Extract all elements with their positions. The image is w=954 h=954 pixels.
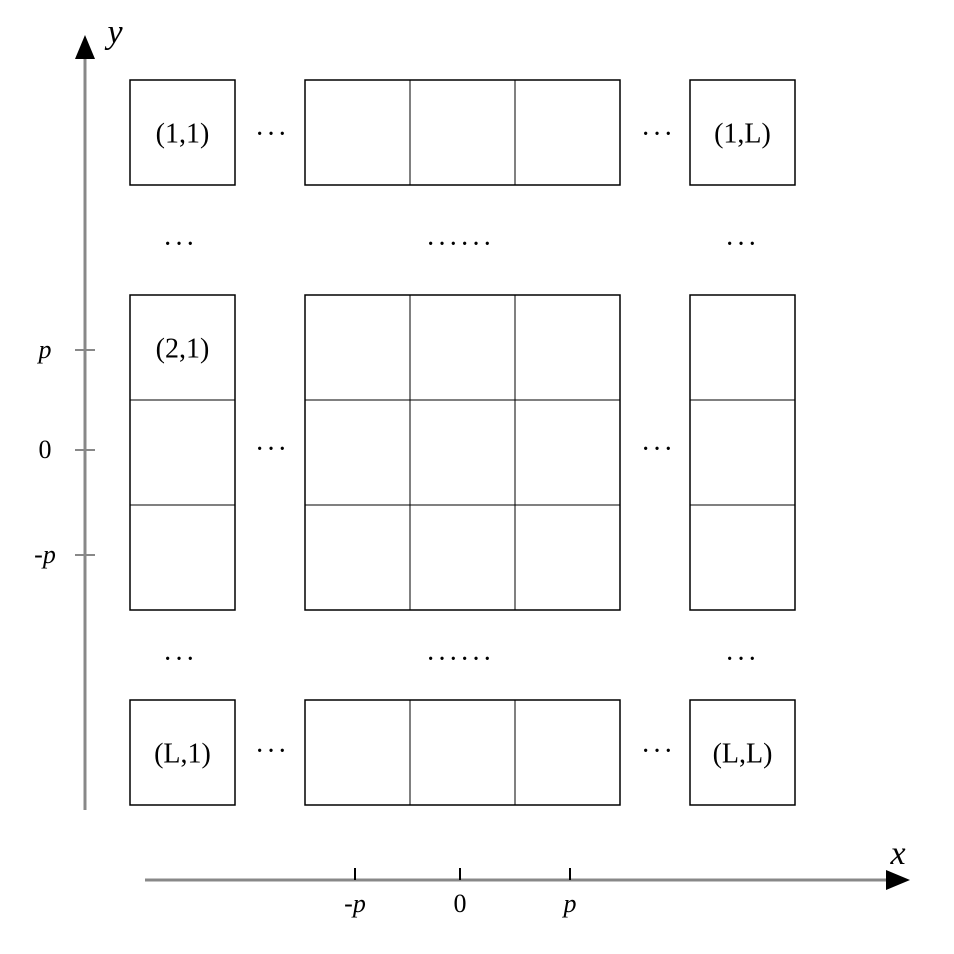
ellipsis: ··· xyxy=(641,736,675,767)
grid-block: (2,1) xyxy=(130,295,235,610)
ellipsis: ··· xyxy=(255,119,289,150)
cell-label: (1,L) xyxy=(714,118,771,149)
y-tick-label: -p xyxy=(34,540,56,569)
cell-label: (2,1) xyxy=(156,333,210,364)
cell-label: (L,1) xyxy=(154,738,211,769)
x-tick-label: p xyxy=(562,889,577,918)
grid-block: (L,1) xyxy=(130,700,235,805)
cell-label: (L,L) xyxy=(713,738,773,769)
ellipsis: ··· xyxy=(725,644,759,675)
cell-label: (1,1) xyxy=(156,118,210,149)
ellipsis: ··· xyxy=(163,229,197,260)
grid-block-border xyxy=(305,700,620,805)
ellipsis: ··· xyxy=(163,644,197,675)
ellipsis: ··· xyxy=(255,736,289,767)
x-tick-label: -p xyxy=(344,889,366,918)
grid-block xyxy=(305,700,620,805)
grid-block-border xyxy=(305,295,620,610)
x-tick-label: 0 xyxy=(454,889,467,918)
grid-diagram: yp0-px-p0p(1,1)(1,L)(2,1)(L,1)(L,L)·····… xyxy=(0,0,954,954)
ellipsis: ··· xyxy=(641,434,675,465)
y-tick-label: 0 xyxy=(39,435,52,464)
x-axis-label: x xyxy=(889,835,905,872)
y-tick-label: p xyxy=(37,335,52,364)
ellipsis: ··· xyxy=(641,119,675,150)
ellipsis: ······ xyxy=(426,229,494,260)
grid-block: (L,L) xyxy=(690,700,795,805)
grid-block-border xyxy=(690,295,795,610)
ellipsis: ··· xyxy=(255,434,289,465)
y-axis-arrow xyxy=(75,35,95,59)
grid-block: (1,L) xyxy=(690,80,795,185)
grid-block xyxy=(690,295,795,610)
y-axis-label: y xyxy=(104,14,123,51)
ellipsis: ······ xyxy=(426,644,494,675)
grid-block-border xyxy=(305,80,620,185)
grid-block xyxy=(305,80,620,185)
ellipsis: ··· xyxy=(725,229,759,260)
x-axis-arrow xyxy=(886,870,910,890)
grid-block: (1,1) xyxy=(130,80,235,185)
grid-block xyxy=(305,295,620,610)
